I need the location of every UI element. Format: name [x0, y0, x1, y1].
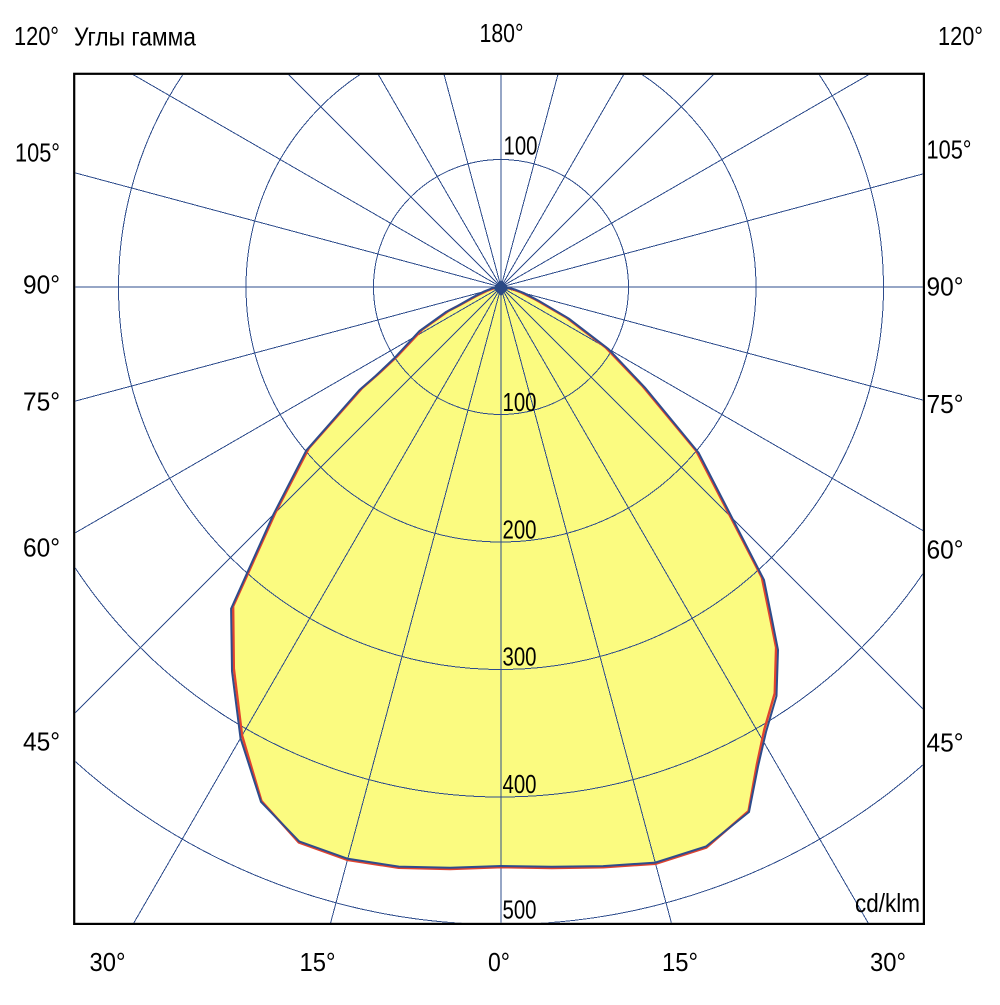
svg-text:500: 500 — [503, 895, 537, 925]
svg-text:30°: 30° — [870, 947, 906, 977]
svg-text:120°: 120° — [938, 21, 983, 51]
svg-text:75°: 75° — [927, 389, 964, 419]
svg-text:105°: 105° — [15, 138, 60, 168]
svg-text:75°: 75° — [23, 387, 60, 417]
svg-text:90°: 90° — [23, 270, 60, 300]
svg-text:15°: 15° — [300, 947, 336, 977]
svg-text:60°: 60° — [927, 535, 964, 565]
svg-text:90°: 90° — [927, 272, 964, 302]
svg-text:15°: 15° — [662, 947, 698, 977]
svg-text:0°: 0° — [488, 947, 510, 977]
svg-text:105°: 105° — [927, 135, 972, 165]
svg-text:400: 400 — [503, 769, 537, 799]
svg-text:300: 300 — [503, 642, 537, 672]
svg-text:Углы гамма: Углы гамма — [74, 22, 196, 52]
svg-text:60°: 60° — [23, 533, 60, 563]
svg-text:180°: 180° — [480, 18, 524, 48]
svg-text:100: 100 — [504, 131, 538, 161]
svg-text:120°: 120° — [14, 21, 59, 51]
svg-text:cd/klm: cd/klm — [855, 888, 920, 918]
svg-text:45°: 45° — [23, 727, 60, 757]
svg-text:200: 200 — [503, 515, 537, 545]
svg-text:100: 100 — [503, 387, 537, 417]
svg-text:30°: 30° — [90, 947, 126, 977]
svg-text:45°: 45° — [927, 728, 964, 758]
